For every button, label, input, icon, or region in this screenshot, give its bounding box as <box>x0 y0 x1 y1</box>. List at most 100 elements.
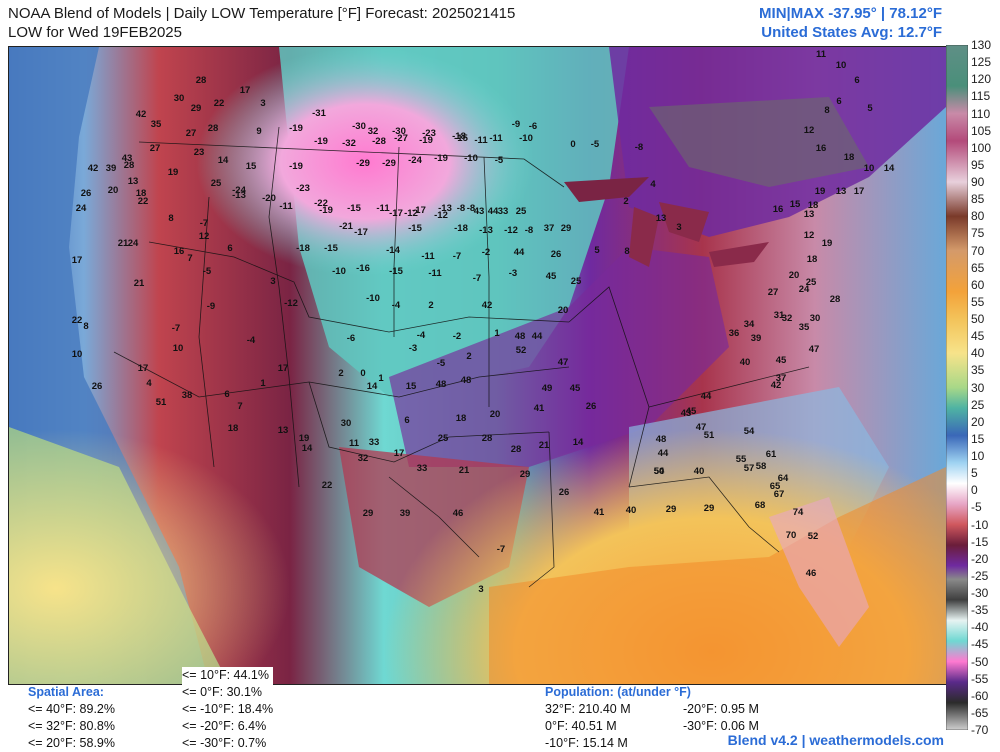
temperature-value-label: 3 <box>478 584 483 595</box>
temperature-value-label: 12 <box>199 231 210 242</box>
temperature-value-label: 49 <box>542 383 553 394</box>
temperature-value-label: 14 <box>884 163 895 174</box>
temperature-value-label: -7 <box>473 273 481 284</box>
temperature-value-label: 52 <box>808 531 819 542</box>
temperature-value-label: 6 <box>224 389 229 400</box>
temperature-value-label: 24 <box>799 284 810 295</box>
spatial-area-left: Spatial Area: <= 40°F: 89.2% <= 32°F: 80… <box>28 684 115 752</box>
colorbar-tick-label: 10 <box>971 449 985 463</box>
temperature-value-label: -7 <box>497 544 505 555</box>
temperature-value-label: 19 <box>299 433 310 444</box>
colorbar-tick-label: 35 <box>971 363 985 378</box>
temperature-value-label: 11 <box>349 438 360 449</box>
temperature-value-label: 13 <box>836 186 847 197</box>
temperature-value-label: 50 <box>654 466 665 477</box>
temperature-value-label: -24 <box>408 155 422 166</box>
temperature-value-label: 11 <box>816 49 827 60</box>
temperature-value-label: 7 <box>187 253 192 264</box>
colorbar-tick-label: 70 <box>971 243 985 258</box>
temperature-value-label: 25 <box>571 276 582 287</box>
temperature-value-label: -19 <box>289 161 303 172</box>
colorbar-tick-label: -10 <box>971 517 989 532</box>
temperature-value-label: 24 <box>76 203 87 214</box>
temperature-value-label: 5 <box>867 103 873 114</box>
colorbar-tick-label: 45 <box>971 329 985 344</box>
temperature-value-label: 46 <box>453 508 464 519</box>
temperature-value-label: 14 <box>573 437 584 448</box>
temperature-value-label: -31 <box>312 108 326 119</box>
spatial-title: Spatial Area: <box>28 685 104 699</box>
spatial-area-right: <= 10°F: 44.1% <= 0°F: 30.1% <= -10°F: 1… <box>182 667 274 752</box>
temperature-value-label: 39 <box>106 163 117 174</box>
temperature-value-label: 30 <box>341 418 352 429</box>
temperature-value-label: 43 <box>122 153 133 164</box>
temperature-value-label: 7 <box>237 401 242 412</box>
spatial-row: <= -30°F: 0.7% <box>182 736 267 750</box>
temperature-value-label: 18 <box>808 200 819 211</box>
temperature-value-label: 47 <box>809 344 820 355</box>
temperature-value-label: 28 <box>208 123 219 134</box>
header-title: NOAA Blend of Models | Daily LOW Tempera… <box>8 4 515 42</box>
temperature-value-label: -15 <box>389 266 403 277</box>
temperature-value-label: 4 <box>146 378 152 389</box>
temperature-value-label: -11 <box>489 133 503 144</box>
temperature-value-label: -10 <box>464 153 478 164</box>
temperature-value-label: 20 <box>789 270 800 281</box>
temperature-value-label: 6 <box>404 415 409 426</box>
temperature-value-label: -21 <box>339 221 353 232</box>
temperature-value-label: 18 <box>456 413 467 424</box>
temperature-value-label: 13 <box>278 425 289 436</box>
temperature-value-label: 32 <box>358 453 369 464</box>
colorbar-gradient <box>945 44 969 731</box>
temperature-value-label: -8 <box>635 142 643 153</box>
temperature-value-label: 12 <box>804 230 815 241</box>
temperature-value-label: -18 <box>296 243 310 254</box>
temperature-value-label: 21 <box>539 440 550 451</box>
temperature-value-label: -14 <box>386 245 400 256</box>
temperature-value-label: 65 <box>770 481 781 492</box>
temperature-value-label: -15 <box>408 223 422 234</box>
temperature-value-label: -4 <box>417 330 426 341</box>
spatial-row: <= 20°F: 58.9% <box>28 736 115 750</box>
temperature-value-label: 44 <box>514 247 525 258</box>
colorbar-tick-label: -55 <box>971 671 989 686</box>
temperature-value-label: -24 <box>232 185 246 196</box>
temperature-value-label: 8 <box>824 105 829 116</box>
temperature-value-label: -7 <box>453 251 461 262</box>
temperature-value-label: 30 <box>810 313 821 324</box>
temperature-value-label: 28 <box>511 444 522 455</box>
temperature-value-label: -3 <box>409 343 417 354</box>
temperature-value-label: -15 <box>324 243 338 254</box>
temperature-value-label: -4 <box>247 335 256 346</box>
temperature-value-label: 29 <box>363 508 374 519</box>
temperature-value-label: 32 <box>782 313 793 324</box>
temperature-value-label: -23 <box>422 128 436 139</box>
temperature-value-label: 15 <box>406 381 417 392</box>
temperature-value-label: 20 <box>490 409 501 420</box>
temperature-value-label: 44 <box>488 206 499 217</box>
temperature-value-label: 33 <box>498 206 509 217</box>
temperature-value-label: -22 <box>314 198 328 209</box>
colorbar-tick-label: -40 <box>971 620 989 635</box>
temperature-value-label: 25 <box>211 178 222 189</box>
colorbar-tick-label: -65 <box>971 705 989 720</box>
credit-link[interactable]: Blend v4.2 | weathermodels.com <box>727 732 944 748</box>
temperature-value-label: 22 <box>214 98 225 109</box>
temperature-value-label: 39 <box>751 333 762 344</box>
temperature-value-label: 64 <box>778 473 789 484</box>
temperature-value-label: -13 <box>438 203 452 214</box>
temperature-value-label: -11 <box>421 251 435 262</box>
temperature-value-label: 6 <box>854 75 859 86</box>
temperature-value-label: 22 <box>72 315 83 326</box>
spatial-row: <= -20°F: 6.4% <box>182 719 267 733</box>
temperature-value-label: 26 <box>92 381 103 392</box>
temperature-value-label: -6 <box>529 121 537 132</box>
temperature-value-label: 5 <box>594 245 600 256</box>
temperature-value-label: -10 <box>366 293 380 304</box>
temperature-value-label: 25 <box>516 206 527 217</box>
temperature-value-label: -18 <box>454 223 468 234</box>
temperature-value-label: 43 <box>474 206 485 217</box>
colorbar-tick-label: -50 <box>971 654 989 669</box>
